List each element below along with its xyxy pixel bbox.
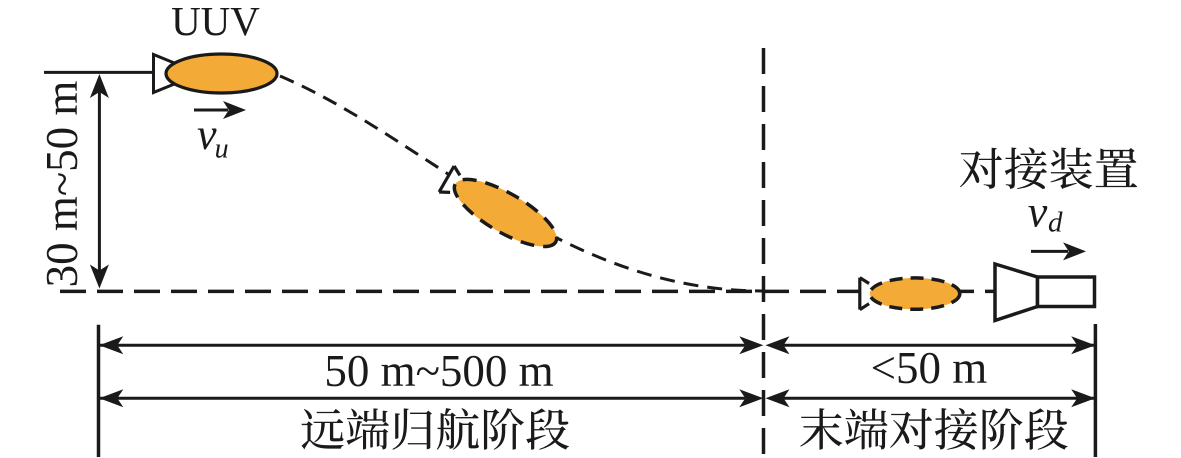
svg-text:50 m~500 m: 50 m~500 m: [324, 346, 553, 396]
svg-text:u: u: [215, 134, 229, 165]
svg-text:v: v: [197, 110, 217, 159]
svg-text:v: v: [1028, 188, 1048, 237]
svg-text:<50 m: <50 m: [871, 343, 988, 393]
svg-text:30 m~50 m: 30 m~50 m: [37, 81, 87, 288]
svg-text:d: d: [1048, 207, 1063, 239]
svg-text:UUV: UUV: [171, 0, 260, 44]
